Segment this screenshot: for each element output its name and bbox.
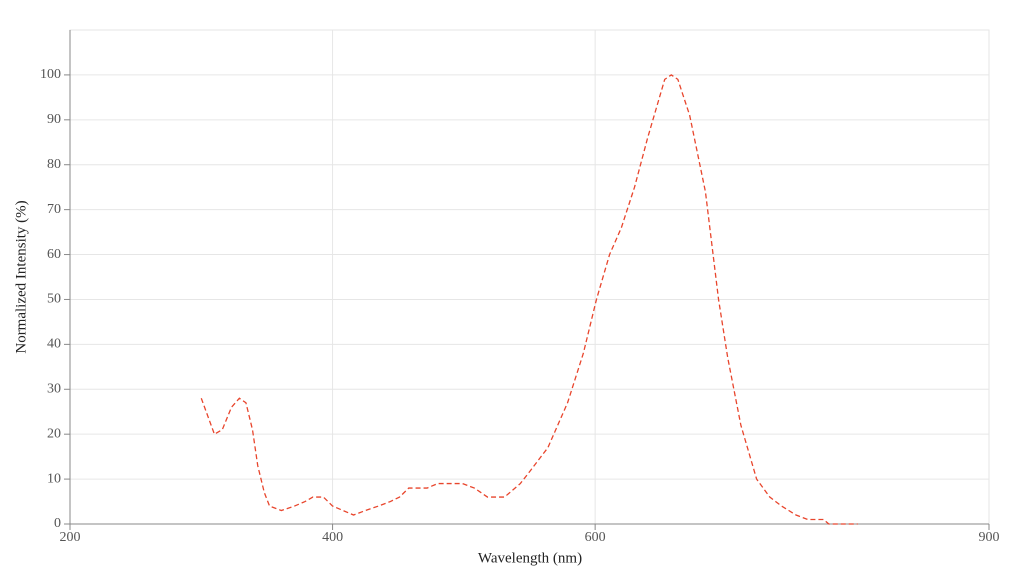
y-tick-label: 20 xyxy=(47,426,61,441)
y-tick-label: 40 xyxy=(47,337,61,352)
y-tick-label: 60 xyxy=(47,247,61,262)
x-tick-label: 900 xyxy=(979,530,1000,545)
y-axis-label: Normalized Intensity (%) xyxy=(13,200,29,353)
x-tick-label: 200 xyxy=(60,530,81,545)
y-tick-label: 10 xyxy=(47,471,61,486)
y-tick-label: 0 xyxy=(54,516,61,531)
y-tick-label: 50 xyxy=(47,292,61,307)
plot-border xyxy=(69,29,990,525)
y-tick-label: 70 xyxy=(47,202,61,217)
x-tick-label: 600 xyxy=(585,530,606,545)
y-tick-label: 80 xyxy=(47,157,61,172)
y-tick-label: 90 xyxy=(47,112,61,127)
y-tick-label: 30 xyxy=(47,381,61,396)
x-tick-label: 400 xyxy=(322,530,343,545)
data-line xyxy=(200,74,858,525)
x-axis-label: Wavelength (nm) xyxy=(478,550,582,566)
y-tick-label: 100 xyxy=(40,67,61,82)
